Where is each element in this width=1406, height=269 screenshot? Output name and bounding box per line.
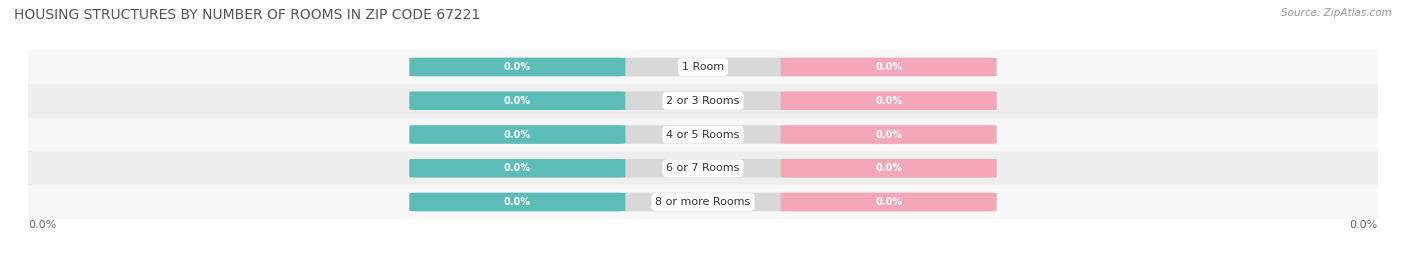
- FancyBboxPatch shape: [780, 58, 997, 76]
- FancyBboxPatch shape: [409, 125, 626, 144]
- FancyBboxPatch shape: [409, 193, 626, 211]
- Text: 0.0%: 0.0%: [503, 62, 531, 72]
- FancyBboxPatch shape: [780, 125, 997, 144]
- Text: 6 or 7 Rooms: 6 or 7 Rooms: [666, 163, 740, 173]
- Text: 0.0%: 0.0%: [875, 129, 903, 140]
- Text: 1 Room: 1 Room: [682, 62, 724, 72]
- Text: 2 or 3 Rooms: 2 or 3 Rooms: [666, 96, 740, 106]
- Text: 0.0%: 0.0%: [875, 197, 903, 207]
- Text: 0.0%: 0.0%: [503, 163, 531, 173]
- Text: 0.0%: 0.0%: [875, 62, 903, 72]
- Text: 0.0%: 0.0%: [1350, 220, 1378, 230]
- Text: 0.0%: 0.0%: [28, 220, 56, 230]
- FancyBboxPatch shape: [409, 159, 997, 178]
- FancyBboxPatch shape: [780, 159, 997, 178]
- Text: 0.0%: 0.0%: [875, 163, 903, 173]
- FancyBboxPatch shape: [409, 193, 997, 211]
- Text: 4 or 5 Rooms: 4 or 5 Rooms: [666, 129, 740, 140]
- Text: 0.0%: 0.0%: [503, 197, 531, 207]
- Text: 0.0%: 0.0%: [875, 96, 903, 106]
- Bar: [28, 185, 1378, 219]
- Text: 0.0%: 0.0%: [503, 129, 531, 140]
- Bar: [28, 84, 1378, 118]
- Bar: [28, 118, 1378, 151]
- FancyBboxPatch shape: [409, 91, 997, 110]
- FancyBboxPatch shape: [409, 58, 626, 76]
- Bar: [28, 151, 1378, 185]
- Bar: [28, 50, 1378, 84]
- Text: 8 or more Rooms: 8 or more Rooms: [655, 197, 751, 207]
- Text: 0.0%: 0.0%: [503, 96, 531, 106]
- FancyBboxPatch shape: [780, 193, 997, 211]
- FancyBboxPatch shape: [409, 125, 997, 144]
- Text: Source: ZipAtlas.com: Source: ZipAtlas.com: [1281, 8, 1392, 18]
- FancyBboxPatch shape: [409, 159, 626, 178]
- Text: HOUSING STRUCTURES BY NUMBER OF ROOMS IN ZIP CODE 67221: HOUSING STRUCTURES BY NUMBER OF ROOMS IN…: [14, 8, 481, 22]
- FancyBboxPatch shape: [409, 58, 997, 76]
- FancyBboxPatch shape: [780, 91, 997, 110]
- FancyBboxPatch shape: [409, 91, 626, 110]
